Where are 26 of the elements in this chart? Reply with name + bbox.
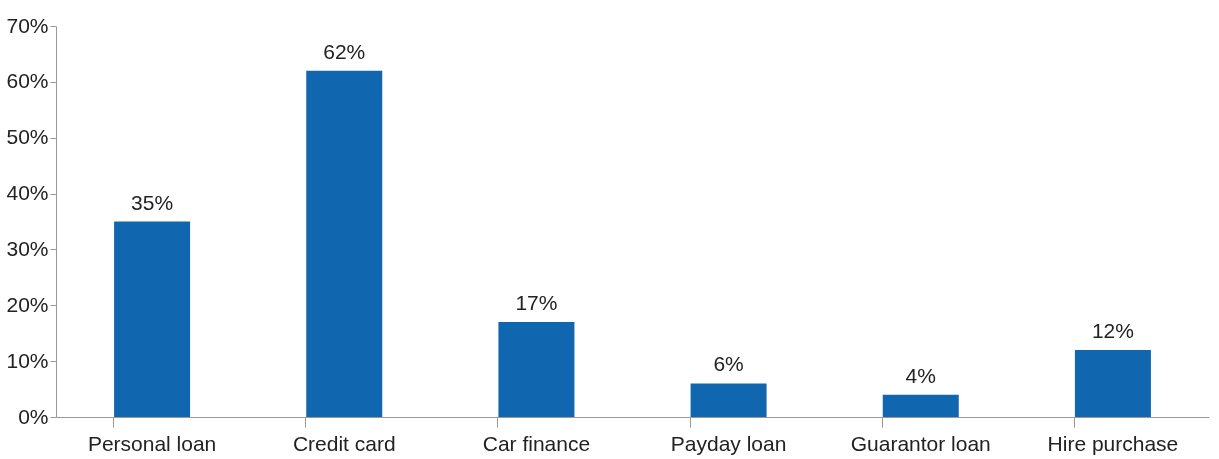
y-tick-label: 50% (6, 125, 49, 149)
bar (306, 70, 383, 417)
x-tick-label: Hire purchase (1047, 431, 1179, 455)
x-tick-label: Personal loan (87, 431, 217, 455)
x-tick-label: Payday loan (670, 431, 787, 455)
y-tick-label: 60% (6, 69, 49, 93)
data-label: 17% (515, 291, 558, 315)
y-tick-label: 30% (6, 236, 49, 260)
x-tick-label: Guarantor loan (850, 431, 991, 455)
bar (1074, 349, 1151, 417)
y-tick-label: 70% (6, 13, 49, 37)
bar (690, 383, 767, 417)
bar (114, 221, 191, 417)
y-tick-label: 10% (6, 348, 49, 372)
bar (882, 394, 959, 417)
data-label: 4% (905, 363, 936, 387)
data-label: 62% (323, 39, 366, 63)
data-label: 12% (1091, 318, 1134, 342)
y-tick-label: 40% (6, 181, 49, 205)
y-tick-label: 20% (6, 292, 49, 316)
bar (498, 322, 575, 417)
data-label: 6% (713, 352, 744, 376)
x-tick-label: Car finance (482, 431, 591, 455)
y-tick-label: 0% (18, 404, 49, 428)
x-tick-label: Credit card (292, 431, 396, 455)
data-label: 35% (131, 190, 174, 214)
